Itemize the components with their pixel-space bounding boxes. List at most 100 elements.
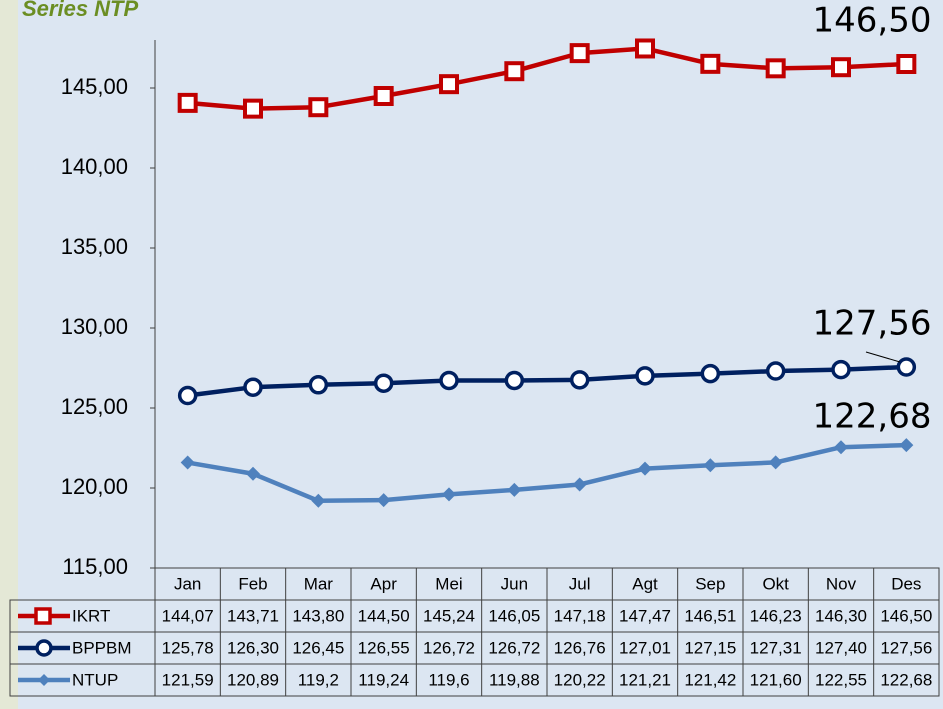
marker: [308, 375, 329, 395]
series-line: [187, 364, 907, 398]
table-value: 127,15: [684, 638, 736, 657]
x-tick-label: Nov: [826, 574, 857, 593]
table-value: 146,05: [488, 606, 540, 625]
marker: [439, 74, 459, 95]
series-line: [187, 46, 907, 111]
marker: [831, 57, 851, 78]
marker: [246, 466, 260, 481]
legend-marker: [38, 674, 50, 686]
marker: [572, 477, 587, 492]
end-label: 127,56: [813, 304, 932, 344]
marker: [180, 455, 195, 470]
x-tick-label: Sep: [695, 574, 725, 593]
marker: [899, 438, 914, 453]
series-line: [187, 442, 907, 504]
table-value: 121,21: [619, 670, 671, 689]
table-value: 146,23: [750, 606, 802, 625]
table-value: 126,72: [423, 638, 475, 657]
marker: [700, 53, 721, 74]
marker: [765, 361, 786, 381]
table-value: 122,55: [815, 670, 867, 689]
table-value: 144,07: [162, 606, 214, 625]
marker: [504, 61, 525, 82]
y-tick-label: 145,00: [61, 74, 128, 99]
end-label: 146,50: [813, 1, 932, 41]
legend-label: IKRT: [72, 606, 110, 625]
y-tick-label: 125,00: [61, 394, 128, 419]
table-value: 120,89: [227, 670, 279, 689]
table-value: 146,51: [684, 606, 736, 625]
plot-background: [18, 0, 943, 709]
marker: [177, 92, 198, 113]
marker: [243, 377, 263, 397]
marker: [703, 458, 718, 473]
marker: [376, 493, 391, 508]
x-tick-label: Jan: [174, 574, 201, 593]
legend-label: NTUP: [72, 670, 118, 689]
marker: [243, 98, 263, 119]
marker: [768, 455, 783, 470]
y-tick-label: 115,00: [62, 554, 128, 579]
marker: [177, 385, 198, 406]
table-value: 146,50: [880, 606, 932, 625]
marker: [504, 370, 525, 391]
marker: [896, 357, 917, 377]
y-tick-label: 130,00: [61, 314, 128, 339]
y-tick-label: 120,00: [61, 474, 128, 499]
x-tick-label: Agt: [632, 574, 658, 593]
x-tick-label: Jul: [569, 574, 591, 593]
table-value: 147,18: [554, 606, 606, 625]
marker: [439, 370, 459, 391]
table-value: 144,50: [358, 606, 410, 625]
table-row: [9, 663, 940, 697]
table-value: 126,72: [488, 638, 540, 657]
table-value: 127,40: [815, 638, 867, 657]
y-tick-label: 135,00: [61, 234, 128, 259]
table-value: 145,24: [423, 606, 475, 625]
marker: [507, 482, 522, 497]
chart-title: Series NTP: [22, 0, 138, 21]
table-value: 126,30: [227, 638, 279, 657]
marker: [834, 440, 848, 455]
x-tick-label: Des: [891, 574, 921, 593]
x-tick-label: Okt: [762, 574, 789, 593]
marker: [569, 43, 590, 64]
table-value: 121,59: [162, 670, 214, 689]
marker: [635, 38, 655, 59]
table-value: 143,80: [292, 606, 344, 625]
y-tick-label: 140,00: [61, 154, 128, 179]
marker: [896, 54, 917, 74]
table-value: 125,78: [162, 638, 214, 657]
legend-marker: [34, 607, 52, 625]
marker: [308, 97, 329, 118]
x-tick-label: Apr: [370, 574, 397, 593]
table-value: 121,60: [750, 670, 802, 689]
marker: [700, 363, 721, 384]
table-value: 119,2: [298, 670, 339, 689]
table-value: 119,88: [489, 670, 540, 689]
marker: [569, 370, 590, 390]
table-value: 126,76: [554, 638, 606, 657]
table-value: 119,6: [428, 670, 469, 689]
marker: [373, 373, 394, 393]
table-value: 120,22: [554, 670, 606, 689]
legend-label: BPPBM: [72, 638, 132, 657]
x-tick-label: Mei: [435, 574, 462, 593]
marker: [311, 493, 326, 508]
table-value: 121,42: [684, 670, 736, 689]
marker: [373, 86, 394, 106]
table-value: 127,56: [880, 638, 932, 657]
table-value: 126,45: [292, 638, 344, 657]
x-tick-label: Jun: [501, 574, 528, 593]
x-tick-label: Feb: [238, 574, 267, 593]
marker: [831, 359, 851, 380]
table-value: 127,31: [750, 638, 802, 657]
table-value: 127,01: [619, 638, 671, 657]
table-value: 119,24: [358, 670, 409, 689]
table-value: 122,68: [880, 670, 932, 689]
end-label: 122,68: [813, 397, 932, 437]
table-value: 146,30: [815, 606, 867, 625]
leader-line: [865, 351, 901, 363]
table-value: 126,55: [358, 638, 410, 657]
